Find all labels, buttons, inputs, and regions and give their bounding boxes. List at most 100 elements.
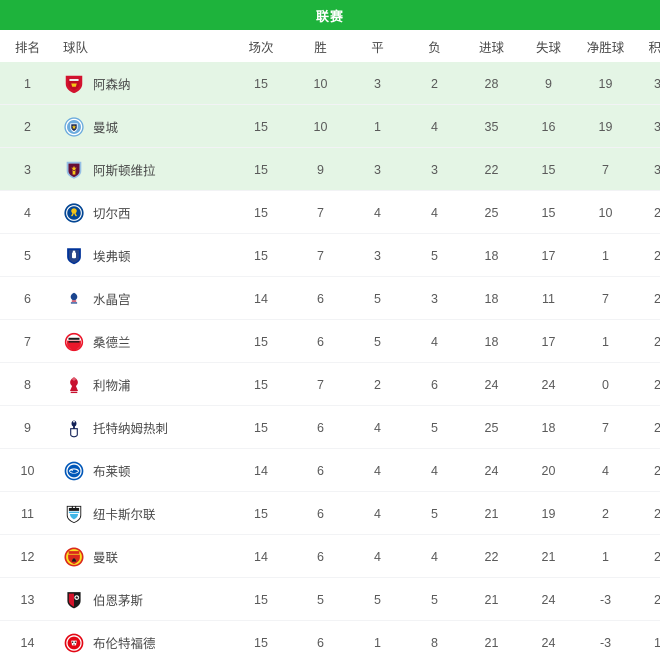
cell-gf: 21 <box>484 506 499 521</box>
cell-ga: 9 <box>545 76 552 91</box>
cell-gf: 24 <box>484 463 499 478</box>
mancity-crest <box>63 116 85 138</box>
table-row[interactable]: 1 阿森纳 15 10 3 2 28 9 19 33 <box>0 62 660 105</box>
cell-team[interactable]: 曼联 <box>55 546 230 568</box>
cell-team[interactable]: 伯恩茅斯 <box>55 589 230 611</box>
cell-win: 7 <box>317 248 324 263</box>
cell-rank: 7 <box>24 334 31 349</box>
cell-rank: 2 <box>24 119 31 134</box>
table-row[interactable]: 9 托特纳姆热刺 15 6 4 5 25 18 7 22 <box>0 406 660 449</box>
cell-win: 7 <box>317 377 324 392</box>
column-header-loss[interactable]: 负 <box>428 40 441 55</box>
cell-ga: 24 <box>541 635 556 650</box>
titlebar: 联赛 <box>0 0 660 30</box>
cell-team[interactable]: 托特纳姆热刺 <box>55 417 230 439</box>
column-header-gf[interactable]: 进球 <box>478 40 504 55</box>
cell-gf: 18 <box>484 334 499 349</box>
table-row[interactable]: 3 阿斯顿维拉 15 9 3 3 22 15 7 30 <box>0 148 660 191</box>
column-header-win[interactable]: 胜 <box>314 40 327 55</box>
table-row[interactable]: 7 桑德兰 15 6 5 4 18 17 1 23 <box>0 320 660 363</box>
cell-win: 9 <box>317 162 324 177</box>
cell-loss: 3 <box>431 162 438 177</box>
cell-team[interactable]: 曼城 <box>55 116 230 138</box>
cell-gf: 25 <box>484 420 499 435</box>
cell-played: 15 <box>254 506 268 521</box>
team-name: 埃弗顿 <box>93 250 131 264</box>
cell-ga: 15 <box>541 205 556 220</box>
brighton-crest <box>63 460 85 482</box>
cell-pts: 23 <box>654 291 660 306</box>
cell-draw: 5 <box>374 334 381 349</box>
table-row[interactable]: 11纽卡斯尔联156452119222 <box>0 492 660 535</box>
cell-team[interactable]: 阿斯顿维拉 <box>55 159 230 181</box>
column-header-played[interactable]: 场次 <box>248 40 274 55</box>
cell-pts: 19 <box>654 635 660 650</box>
arsenal-crest <box>63 73 85 95</box>
cell-draw: 1 <box>374 635 381 650</box>
cell-draw: 3 <box>374 162 381 177</box>
cell-rank: 10 <box>20 463 35 478</box>
cell-team[interactable]: 利物浦 <box>55 374 230 396</box>
table-row[interactable]: 2 曼城 15 10 1 4 35 16 19 31 <box>0 105 660 148</box>
cell-draw: 4 <box>374 420 381 435</box>
cell-loss: 4 <box>431 463 438 478</box>
table-row[interactable]: 5 埃弗顿 15 7 3 5 18 17 1 24 <box>0 234 660 277</box>
cell-team[interactable]: 纽卡斯尔联 <box>55 503 230 525</box>
cell-ga: 15 <box>541 162 556 177</box>
cell-played: 14 <box>254 549 268 564</box>
cell-draw: 4 <box>374 463 381 478</box>
cell-team[interactable]: 桑德兰 <box>55 331 230 353</box>
column-header-pts[interactable]: 积分 <box>648 40 660 55</box>
table-body: 1阿森纳15103228919332曼城151014351619313阿斯顿维拉… <box>0 62 660 658</box>
team-name: 桑德兰 <box>93 336 131 350</box>
cell-team[interactable]: 布伦特福德 <box>55 632 230 654</box>
cell-team[interactable]: 布莱顿 <box>55 460 230 482</box>
cell-ga: 11 <box>542 291 555 306</box>
sunderland-crest <box>63 331 85 353</box>
cell-loss: 5 <box>431 506 438 521</box>
cell-draw: 4 <box>374 506 381 521</box>
cell-draw: 1 <box>374 119 381 134</box>
astonvilla-crest <box>63 159 85 181</box>
cell-win: 10 <box>313 119 328 134</box>
table-row[interactable]: 12 曼联 14 6 4 4 22 21 1 22 <box>0 535 660 578</box>
table-row[interactable]: 13 伯恩茅斯 15 5 5 5 21 24 -3 20 <box>0 578 660 621</box>
table-row[interactable]: 4 切尔西 15 7 4 4 25 15 10 25 <box>0 191 660 234</box>
cell-ga: 20 <box>541 463 556 478</box>
cell-pts: 22 <box>654 549 660 564</box>
table-row[interactable]: 8 利物浦 15 7 2 6 24 24 0 23 <box>0 363 660 406</box>
cell-team[interactable]: 埃弗顿 <box>55 245 230 267</box>
chelsea-crest <box>63 202 85 224</box>
cell-gf: 22 <box>484 549 499 564</box>
cell-team[interactable]: 阿森纳 <box>55 73 230 95</box>
cell-played: 15 <box>254 377 268 392</box>
table-row[interactable]: 10 布莱顿 14 6 4 4 24 20 4 22 <box>0 449 660 492</box>
cell-team[interactable]: 切尔西 <box>55 202 230 224</box>
column-header-team[interactable]: 球队 <box>63 40 89 55</box>
page-title: 联赛 <box>315 8 344 24</box>
cell-team[interactable]: 水晶宫 <box>55 288 230 310</box>
manutd-crest <box>63 546 85 568</box>
column-header-rank[interactable]: 排名 <box>14 40 40 55</box>
cell-pts: 31 <box>654 119 660 134</box>
cell-win: 5 <box>317 592 324 607</box>
team-name: 切尔西 <box>93 207 131 221</box>
column-header-gd[interactable]: 净胜球 <box>586 40 625 55</box>
column-header-draw[interactable]: 平 <box>371 40 384 55</box>
cell-rank: 4 <box>24 205 31 220</box>
cell-win: 6 <box>317 334 324 349</box>
everton-crest <box>63 245 85 267</box>
cell-loss: 8 <box>431 635 438 650</box>
cell-played: 14 <box>254 463 268 478</box>
cell-ga: 24 <box>541 592 556 607</box>
cell-gd: 1 <box>602 248 609 263</box>
table-row[interactable]: 6 水晶宫 14 6 5 3 18 11 7 23 <box>0 277 660 320</box>
table-header-row: 排名 球队 场次 胜 平 负 进球 失球 净胜球 积分 <box>0 30 660 62</box>
cell-loss: 5 <box>431 592 438 607</box>
cell-rank: 14 <box>20 635 35 650</box>
cell-gd: 19 <box>598 119 613 134</box>
team-name: 阿森纳 <box>93 78 131 92</box>
cell-win: 7 <box>317 205 324 220</box>
column-header-ga[interactable]: 失球 <box>535 40 561 55</box>
